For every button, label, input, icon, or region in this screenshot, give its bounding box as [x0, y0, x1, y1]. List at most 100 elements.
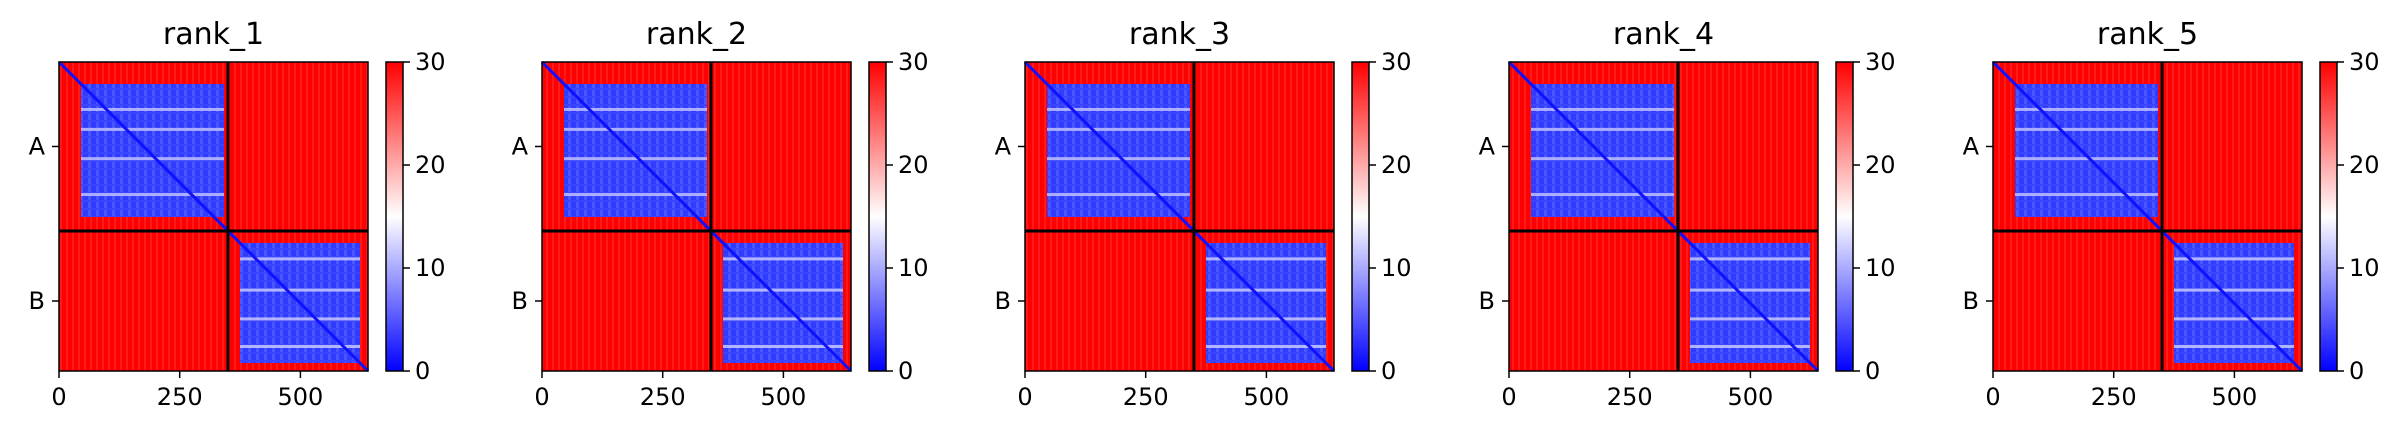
heatmap-panel-2: rank_2 0 250 500 A B 0 10 20 30: [512, 17, 929, 411]
chain-a-stripe: [564, 193, 707, 197]
x-tick-label: 250: [2091, 383, 2137, 411]
y-tick-label: B: [1479, 287, 1495, 315]
panel-title: rank_5: [2097, 17, 2198, 52]
x-tick-label: 250: [640, 383, 686, 411]
panel-title: rank_3: [1129, 17, 1230, 52]
chain-b-stripe: [239, 317, 360, 321]
colorbar-tick-label: 30: [898, 48, 929, 76]
y-tick-label: B: [29, 287, 45, 315]
chain-b-stripe: [722, 317, 843, 321]
diagonal-a: [1023, 60, 1196, 233]
diagonal-a: [540, 60, 713, 233]
plot-frame: [1024, 61, 1335, 372]
heatmap-panel-5: rank_5 0 250 500 A B 0 10 20 30: [1963, 17, 2380, 411]
x-tick-label: 0: [534, 383, 549, 411]
chain-b-stripe: [722, 344, 843, 348]
colorbar-tick-label: 10: [898, 254, 929, 282]
chain-b-stripe: [1689, 288, 1810, 292]
panel-title: rank_4: [1613, 17, 1714, 52]
colorbar-tick-label: 10: [415, 254, 446, 282]
chain-a-stripe: [1047, 127, 1190, 131]
colorbar-tick-label: 0: [415, 357, 430, 385]
colorbar-tick-label: 20: [898, 151, 929, 179]
colorbar-tick-label: 20: [1381, 151, 1412, 179]
chain-b-stripe: [1205, 257, 1326, 261]
chain-b-stripe: [1689, 344, 1810, 348]
chain-a-stripe: [81, 157, 224, 161]
y-tick-label: B: [512, 287, 528, 315]
chain-a-stripe: [1047, 107, 1190, 111]
colorbar: [385, 61, 404, 372]
chain-b-stripe: [1205, 288, 1326, 292]
chain-b-stripe: [2173, 257, 2294, 261]
colorbar-tick-label: 10: [1865, 254, 1896, 282]
x-tick-label: 0: [1501, 383, 1516, 411]
chain-a-stripe: [564, 107, 707, 111]
chain-a-stripe: [1531, 107, 1674, 111]
chain-a-stripe: [564, 157, 707, 161]
heatmap-panel-1: rank_1 0 250 500 A B 0 10 20 30: [29, 17, 446, 411]
chain-b-stripe: [2173, 317, 2294, 321]
plot-frame: [1508, 61, 1819, 372]
x-tick-label: 500: [761, 383, 807, 411]
chain-a-stripe: [2015, 127, 2158, 131]
colorbar-tick-label: 0: [898, 357, 913, 385]
colorbar-tick-label: 30: [1865, 48, 1896, 76]
colorbar-tick-label: 30: [1381, 48, 1412, 76]
colorbar-tick-label: 0: [1865, 357, 1880, 385]
plot-frame: [58, 61, 369, 372]
chain-a-stripe: [1531, 127, 1674, 131]
chain-a-stripe: [564, 127, 707, 131]
colorbar-tick-label: 0: [2349, 357, 2364, 385]
colorbar-tick-label: 20: [415, 151, 446, 179]
colorbar-tick-label: 20: [2349, 151, 2380, 179]
chain-b-stripe: [1689, 317, 1810, 321]
chain-b-stripe: [239, 344, 360, 348]
y-tick-label: B: [995, 287, 1011, 315]
x-tick-label: 0: [51, 383, 66, 411]
chain-a-stripe: [2015, 193, 2158, 197]
diagonal-a: [1991, 60, 2164, 233]
chain-b-stripe: [722, 257, 843, 261]
x-tick-label: 500: [1728, 383, 1774, 411]
x-tick-label: 500: [278, 383, 324, 411]
chain-a-stripe: [1047, 157, 1190, 161]
y-tick-label: A: [995, 132, 1012, 160]
chain-b-stripe: [239, 257, 360, 261]
plot-frame: [541, 61, 852, 372]
chain-b-stripe: [239, 288, 360, 292]
colorbar: [2319, 61, 2338, 372]
colorbar: [868, 61, 887, 372]
plot-frame: [1992, 61, 2303, 372]
chain-b-stripe: [1205, 344, 1326, 348]
chain-b-stripe: [722, 288, 843, 292]
chain-a-stripe: [1531, 157, 1674, 161]
x-tick-label: 0: [1985, 383, 2000, 411]
x-tick-label: 250: [1123, 383, 1169, 411]
panel-title: rank_2: [646, 17, 747, 52]
colorbar: [1351, 61, 1370, 372]
colorbar-tick-label: 10: [1381, 254, 1412, 282]
panel-title: rank_1: [163, 17, 264, 52]
x-tick-label: 250: [157, 383, 203, 411]
x-tick-label: 0: [1017, 383, 1032, 411]
heatmap-panel-3: rank_3 0 250 500 A B 0 10 20 30: [995, 17, 1412, 411]
y-tick-label: A: [1963, 132, 1980, 160]
heatmap-panel-4: rank_4 0 250 500 A B 0 10 20 30: [1479, 17, 1896, 411]
x-tick-label: 500: [1244, 383, 1290, 411]
diagonal-b: [1676, 229, 1820, 373]
chain-a-stripe: [2015, 157, 2158, 161]
colorbar-tick-label: 10: [2349, 254, 2380, 282]
chain-b-stripe: [2173, 344, 2294, 348]
x-tick-label: 250: [1607, 383, 1653, 411]
colorbar: [1835, 61, 1854, 372]
colorbar-tick-label: 20: [1865, 151, 1896, 179]
chain-a-stripe: [2015, 107, 2158, 111]
diagonal-b: [226, 229, 370, 373]
colorbar-tick-label: 0: [1381, 357, 1396, 385]
y-tick-label: A: [512, 132, 529, 160]
diagonal-b: [1192, 229, 1336, 373]
colorbar-tick-label: 30: [2349, 48, 2380, 76]
chain-a-stripe: [1047, 193, 1190, 197]
